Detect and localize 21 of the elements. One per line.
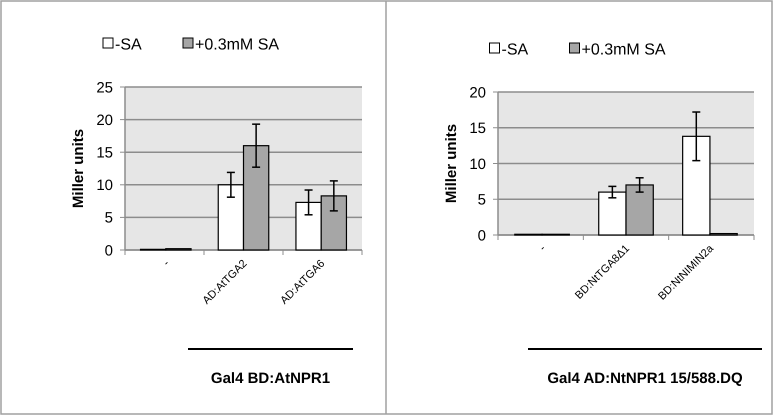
y-tick-label: 5 — [478, 192, 486, 208]
legend-label: -SA — [502, 42, 528, 59]
y-tick-label: 5 — [104, 210, 113, 227]
y-axis-title: Miller units — [70, 128, 87, 208]
y-tick-label: 25 — [96, 79, 113, 96]
x-axis-title: Gal4 BD:AtNPR1 — [210, 370, 330, 387]
legend-label: -SA — [115, 36, 142, 54]
y-tick-label: 20 — [469, 84, 486, 102]
y-tick-label: 20 — [96, 112, 113, 129]
y-axis-title: Miller units — [443, 124, 460, 204]
y-tick-label: 0 — [104, 242, 113, 260]
x-tick-label: - — [537, 242, 548, 254]
legend-label: +0.3mM SA — [582, 42, 666, 59]
y-tick-label: 10 — [96, 177, 113, 194]
legend-label: +0.3mM SA — [195, 36, 280, 54]
x-axis-title: Gal4 AD:NtNPR1 15/588.DQ — [547, 370, 743, 387]
y-tick-label: 15 — [469, 120, 486, 137]
x-tick-label: - — [160, 257, 172, 269]
y-tick-label: 0 — [478, 227, 486, 244]
y-tick-label: 10 — [469, 156, 486, 173]
y-tick-label: 15 — [96, 144, 113, 162]
